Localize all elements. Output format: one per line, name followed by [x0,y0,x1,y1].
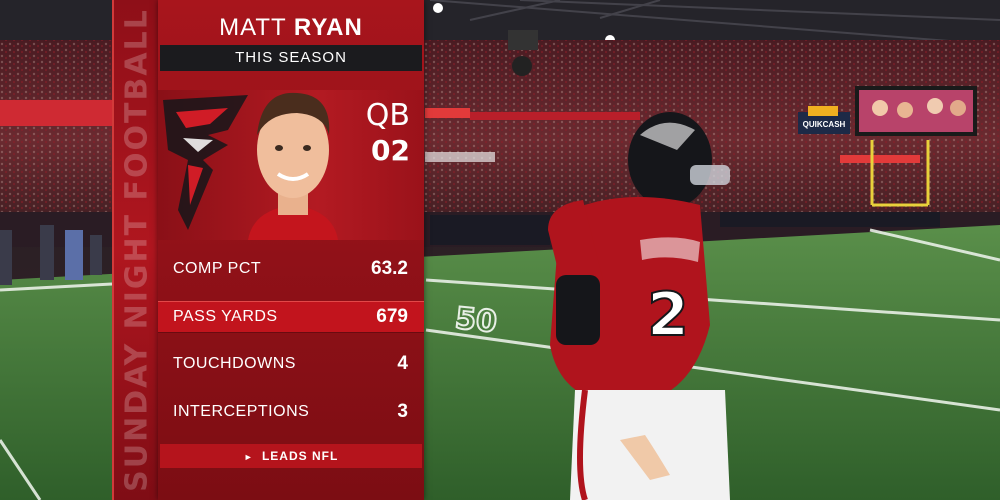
stat-row-comp-pct: COMP PCT 63.2 [158,254,424,284]
banner-text: SUNDAY NIGHT FOOTBALL [119,8,155,492]
stat-label: TOUCHDOWNS [173,355,296,372]
broadcast-vertical-banner: SUNDAY NIGHT FOOTBALL [112,0,160,500]
player-last-name: RYAN [293,14,363,41]
player-position: QB [365,98,410,133]
stat-row-interceptions: INTERCEPTIONS 3 [158,397,424,427]
headshot-area: QB 02 [158,90,424,240]
stat-value: 3 [397,401,408,422]
stat-value: 4 [397,353,408,374]
player-first-name: MATT [219,14,287,41]
leads-nfl-bar: ► LEADS NFL [160,444,422,468]
stat-value: 63.2 [371,258,408,279]
quarterback-player: 2 [548,112,730,500]
stat-label: COMP PCT [173,260,262,277]
stat-value: 679 [376,306,408,327]
stat-row-pass-yards: PASS YARDS 679 [158,301,424,333]
player-jersey-number: 2 [647,280,689,350]
leads-label: LEADS NFL [261,449,339,463]
triangle-right-icon: ► [243,452,254,462]
stat-row-touchdowns: TOUCHDOWNS 4 [158,349,424,379]
player-headshot [248,92,338,240]
stat-label: INTERCEPTIONS [173,403,310,420]
player-stat-card: MATT RYAN THIS SEASON QB 02 COMP PCT 63.… [158,0,424,500]
field-yard-number: 50 [453,301,498,340]
season-label-bar: THIS SEASON [160,45,422,71]
scoreboard-sign: QUIKCASH [803,120,846,129]
player-number: 02 [371,134,410,167]
player-name: MATT RYAN [158,14,424,42]
stat-label: PASS YARDS [173,308,278,325]
falcons-logo-icon [163,95,248,230]
